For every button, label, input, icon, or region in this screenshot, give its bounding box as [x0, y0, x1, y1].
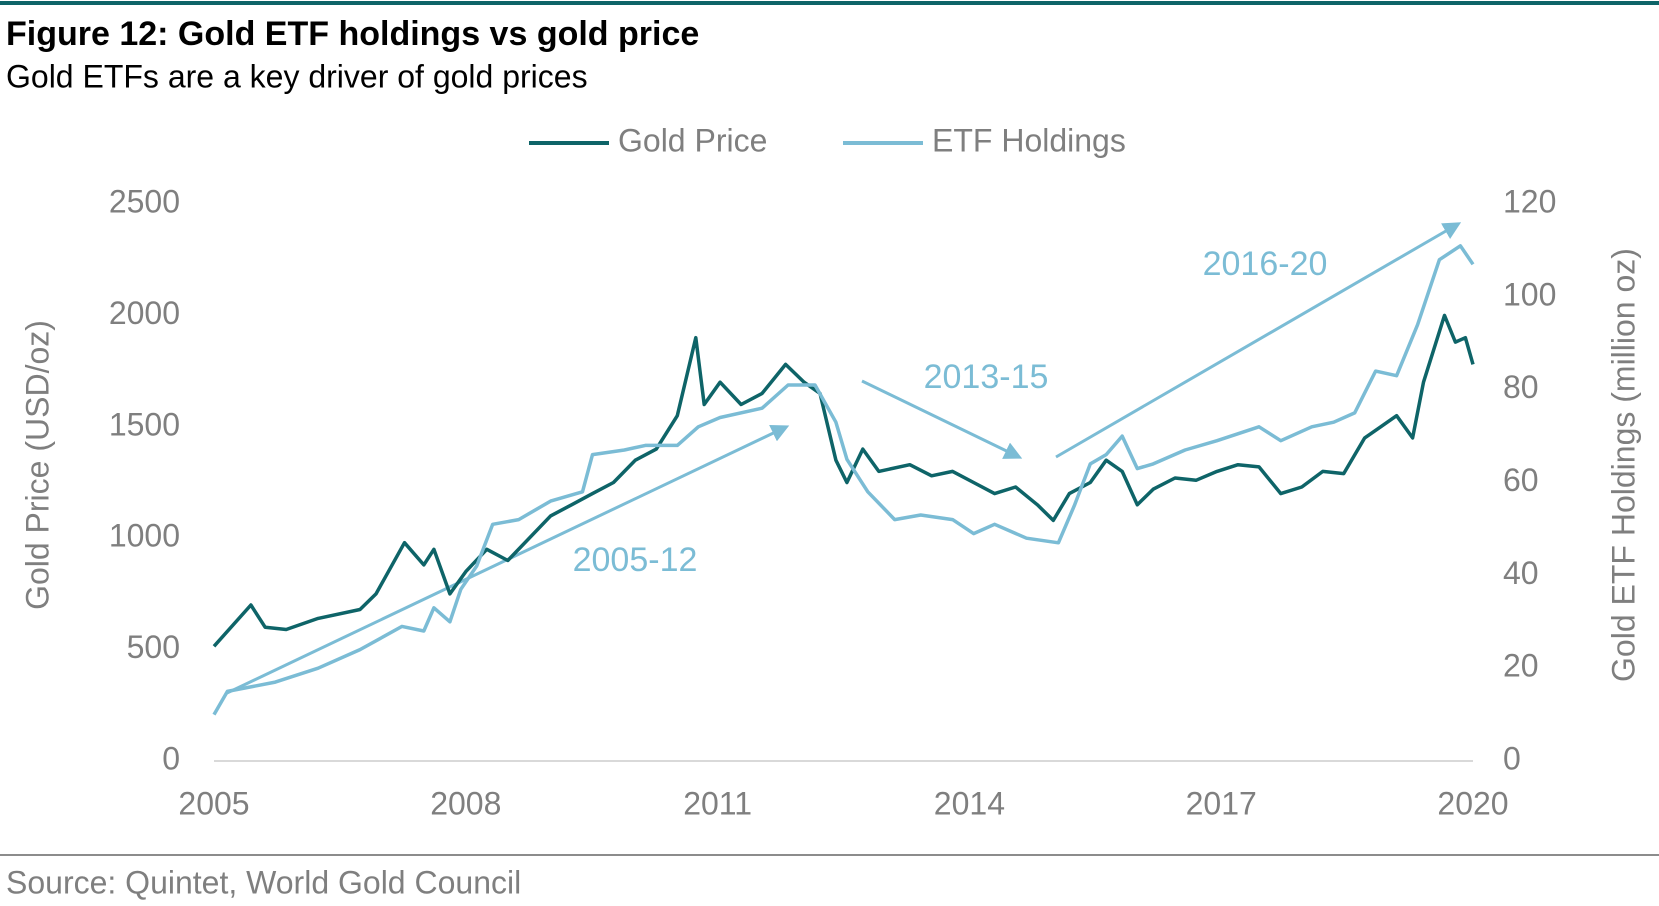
y-axis-label: Gold Price (USD/oz)	[19, 320, 55, 610]
x-tick-label: 2014	[934, 785, 1005, 821]
annotation-arrow	[1055, 222, 1462, 459]
y2-tick-label: 20	[1503, 648, 1539, 684]
x-tick-label: 2005	[178, 785, 249, 821]
y-tick-label: 2000	[109, 295, 180, 331]
y2-tick-label: 0	[1503, 740, 1521, 776]
y2-tick-label: 120	[1503, 183, 1556, 219]
legend-label: ETF Holdings	[932, 122, 1126, 158]
y-tick-label: 2500	[109, 183, 180, 219]
chart-subtitle: Gold ETFs are a key driver of gold price…	[6, 58, 588, 94]
x-tick-label: 2008	[430, 785, 501, 821]
x-tick-label: 2011	[683, 785, 752, 821]
annotation-label: 2013-15	[924, 358, 1049, 396]
series-line	[212, 313, 1475, 648]
y2-tick-label: 40	[1503, 555, 1539, 591]
y2-tick-label: 100	[1503, 276, 1556, 312]
x-tick-label: 2020	[1437, 785, 1508, 821]
annotation-label: 2005-12	[573, 541, 698, 579]
y-tick-label: 1500	[109, 406, 180, 442]
y-tick-label: 1000	[109, 518, 180, 554]
y2-tick-label: 80	[1503, 369, 1539, 405]
annotation-label: 2016-20	[1203, 245, 1328, 283]
x-tick-label: 2017	[1186, 785, 1257, 821]
y-tick-label: 500	[127, 629, 180, 665]
y-tick-label: 0	[162, 740, 180, 776]
y2-tick-label: 60	[1503, 462, 1539, 498]
y2-axis-label: Gold ETF Holdings (million oz)	[1605, 248, 1641, 682]
legend-label: Gold Price	[618, 122, 767, 158]
source-note: Source: Quintet, World Gold Council	[6, 864, 521, 900]
chart-title: Figure 12: Gold ETF holdings vs gold pri…	[6, 15, 699, 53]
series-line	[212, 244, 1475, 716]
annotation-arrow	[861, 379, 1023, 459]
